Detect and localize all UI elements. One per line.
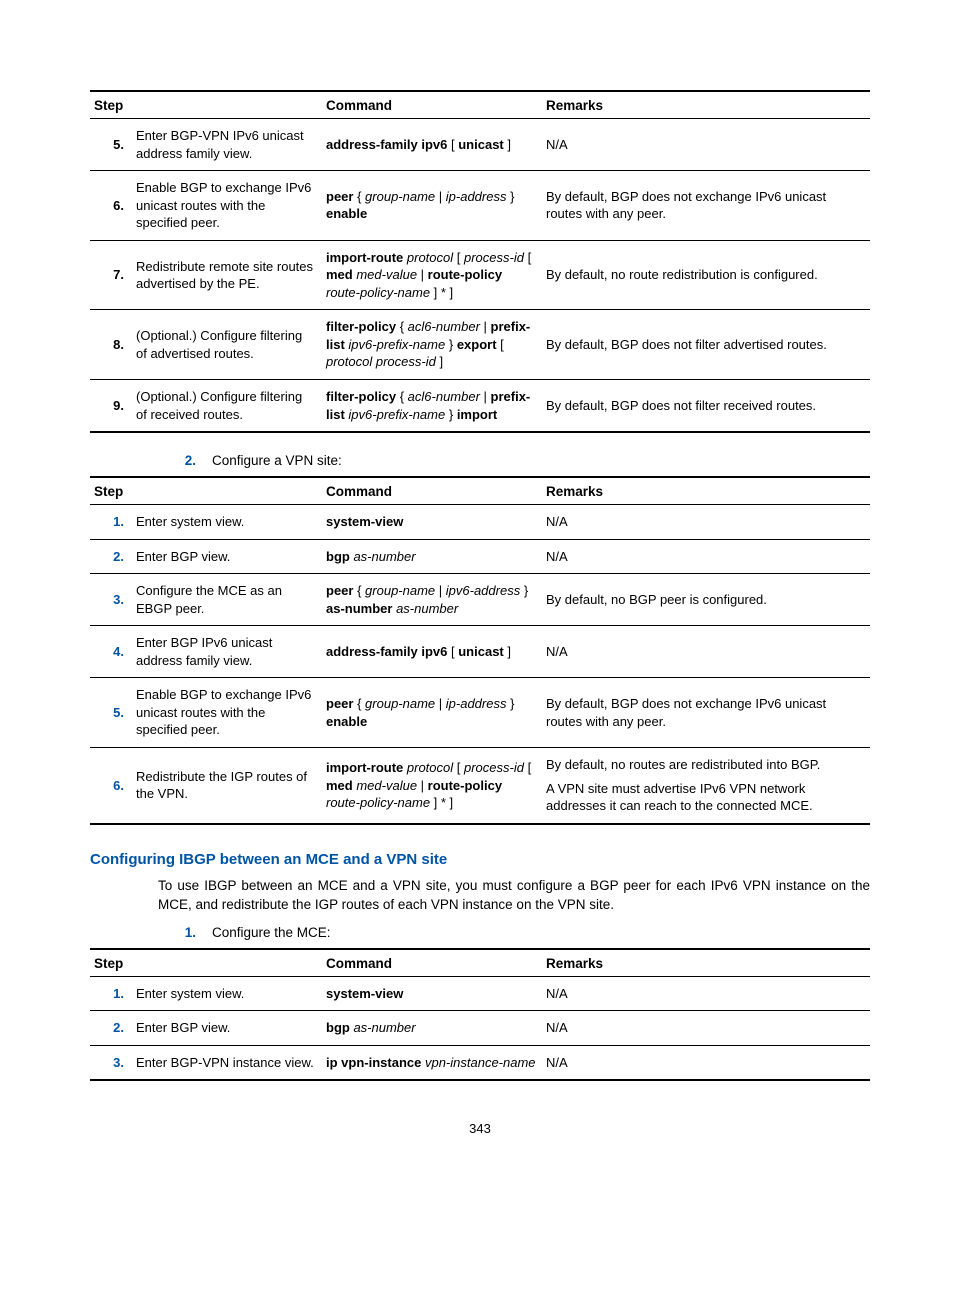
step-number: 9.	[90, 380, 132, 433]
table-row: 9.(Optional.) Configure filtering of rec…	[90, 380, 870, 433]
step-description: Redistribute the IGP routes of the VPN.	[132, 748, 322, 824]
header-step: Step	[90, 949, 322, 977]
step-description: Enter BGP view.	[132, 539, 322, 574]
page-number: 343	[90, 1121, 870, 1136]
step-remarks: By default, no BGP peer is configured.	[542, 574, 870, 626]
table-row: 5.Enable BGP to exchange IPv6 unicast ro…	[90, 678, 870, 748]
header-step: Step	[90, 91, 322, 119]
list-item-configure-vpn-site: 2. Configure a VPN site:	[158, 453, 870, 468]
step-description: (Optional.) Configure filtering of adver…	[132, 310, 322, 380]
step-number: 3.	[90, 574, 132, 626]
step-remarks: N/A	[542, 539, 870, 574]
step-number: 8.	[90, 310, 132, 380]
step-number: 1.	[90, 976, 132, 1011]
step-description: Configure the MCE as an EBGP peer.	[132, 574, 322, 626]
step-command: filter-policy { acl6-number | prefix-lis…	[322, 310, 542, 380]
header-remarks: Remarks	[542, 949, 870, 977]
step-command: import-route protocol [ process-id [ med…	[322, 240, 542, 310]
page: Step Command Remarks 5.Enter BGP-VPN IPv…	[0, 0, 954, 1176]
step-command: import-route protocol [ process-id [ med…	[322, 748, 542, 824]
step-remarks: By default, BGP does not filter advertis…	[542, 310, 870, 380]
table-body: 1.Enter system view.system-viewN/A2.Ente…	[90, 505, 870, 824]
step-number: 5.	[90, 119, 132, 171]
table-row: 3.Configure the MCE as an EBGP peer.peer…	[90, 574, 870, 626]
step-description: Enter BGP IPv6 unicast address family vi…	[132, 626, 322, 678]
header-command: Command	[322, 949, 542, 977]
step-description: Enter system view.	[132, 505, 322, 540]
table-row: 5.Enter BGP-VPN IPv6 unicast address fam…	[90, 119, 870, 171]
step-number: 6.	[90, 748, 132, 824]
step-remarks: By default, BGP does not exchange IPv6 u…	[542, 678, 870, 748]
step-remarks: By default, no routes are redistributed …	[542, 748, 870, 824]
step-command: filter-policy { acl6-number | prefix-lis…	[322, 380, 542, 433]
step-remarks: N/A	[542, 505, 870, 540]
list-number: 2.	[158, 453, 212, 468]
table-row: 1.Enter system view.system-viewN/A	[90, 505, 870, 540]
step-description: Enable BGP to exchange IPv6 unicast rout…	[132, 678, 322, 748]
header-command: Command	[322, 91, 542, 119]
section-heading: Configuring IBGP between an MCE and a VP…	[90, 851, 870, 868]
step-number: 2.	[90, 1011, 132, 1046]
step-command: system-view	[322, 505, 542, 540]
step-command: peer { group-name | ip-address } enable	[322, 678, 542, 748]
header-command: Command	[322, 477, 542, 505]
step-command: peer { group-name | ip-address } enable	[322, 171, 542, 241]
step-remarks: By default, no route redistribution is c…	[542, 240, 870, 310]
header-remarks: Remarks	[542, 477, 870, 505]
table-row: 7.Redistribute remote site routes advert…	[90, 240, 870, 310]
header-remarks: Remarks	[542, 91, 870, 119]
step-remarks: N/A	[542, 976, 870, 1011]
table-row: 1.Enter system view.system-viewN/A	[90, 976, 870, 1011]
step-command: peer { group-name | ipv6-address } as-nu…	[322, 574, 542, 626]
step-description: (Optional.) Configure filtering of recei…	[132, 380, 322, 433]
table-row: 6.Redistribute the IGP routes of the VPN…	[90, 748, 870, 824]
step-command: ip vpn-instance vpn-instance-name	[322, 1045, 542, 1080]
step-command: system-view	[322, 976, 542, 1011]
table-row: 8.(Optional.) Configure filtering of adv…	[90, 310, 870, 380]
table-row: 3.Enter BGP-VPN instance view.ip vpn-ins…	[90, 1045, 870, 1080]
steps-table-2: Step Command Remarks 1.Enter system view…	[90, 476, 870, 825]
step-description: Enable BGP to exchange IPv6 unicast rout…	[132, 171, 322, 241]
step-remarks: N/A	[542, 1045, 870, 1080]
step-remarks: By default, BGP does not exchange IPv6 u…	[542, 171, 870, 241]
step-command: bgp as-number	[322, 539, 542, 574]
step-description: Enter BGP-VPN instance view.	[132, 1045, 322, 1080]
step-command: address-family ipv6 [ unicast ]	[322, 119, 542, 171]
step-number: 4.	[90, 626, 132, 678]
step-description: Redistribute remote site routes advertis…	[132, 240, 322, 310]
list-number: 1.	[158, 925, 212, 940]
step-number: 2.	[90, 539, 132, 574]
table-row: 4.Enter BGP IPv6 unicast address family …	[90, 626, 870, 678]
step-command: bgp as-number	[322, 1011, 542, 1046]
list-text: Configure a VPN site:	[212, 453, 870, 468]
table-body: 1.Enter system view.system-viewN/A2.Ente…	[90, 976, 870, 1080]
step-command: address-family ipv6 [ unicast ]	[322, 626, 542, 678]
list-text: Configure the MCE:	[212, 925, 870, 940]
step-description: Enter BGP view.	[132, 1011, 322, 1046]
step-remarks: By default, BGP does not filter received…	[542, 380, 870, 433]
table-row: 6.Enable BGP to exchange IPv6 unicast ro…	[90, 171, 870, 241]
steps-table-3: Step Command Remarks 1.Enter system view…	[90, 948, 870, 1082]
header-step: Step	[90, 477, 322, 505]
step-number: 5.	[90, 678, 132, 748]
step-number: 1.	[90, 505, 132, 540]
step-number: 6.	[90, 171, 132, 241]
step-remarks: N/A	[542, 1011, 870, 1046]
section-paragraph: To use IBGP between an MCE and a VPN sit…	[158, 876, 870, 915]
step-description: Enter system view.	[132, 976, 322, 1011]
step-remarks: N/A	[542, 626, 870, 678]
step-number: 3.	[90, 1045, 132, 1080]
step-description: Enter BGP-VPN IPv6 unicast address famil…	[132, 119, 322, 171]
table-row: 2.Enter BGP view.bgp as-numberN/A	[90, 1011, 870, 1046]
list-item-configure-mce: 1. Configure the MCE:	[158, 925, 870, 940]
step-remarks: N/A	[542, 119, 870, 171]
steps-table-1: Step Command Remarks 5.Enter BGP-VPN IPv…	[90, 90, 870, 433]
table-body: 5.Enter BGP-VPN IPv6 unicast address fam…	[90, 119, 870, 433]
step-number: 7.	[90, 240, 132, 310]
table-row: 2.Enter BGP view.bgp as-numberN/A	[90, 539, 870, 574]
